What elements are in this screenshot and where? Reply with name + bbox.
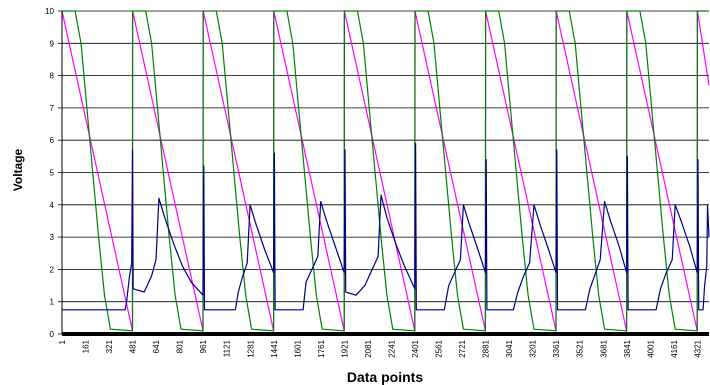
y-tick-label: 5 — [50, 169, 55, 178]
x-tick-label: 4001 — [646, 339, 655, 357]
y-tick-label: 3 — [50, 233, 55, 242]
y-tick-label: 8 — [50, 72, 55, 81]
x-tick-label: 3681 — [599, 339, 608, 357]
x-tick-label: 2721 — [458, 339, 467, 357]
x-tick-label: 1441 — [270, 339, 279, 357]
x-tick-label: 801 — [176, 339, 185, 353]
x-tick-label: 4161 — [670, 339, 679, 357]
y-tick-label: 2 — [50, 265, 55, 274]
x-tick-label: 1 — [58, 339, 67, 344]
x-tick-label: 4321 — [693, 339, 702, 357]
y-tick-label: 10 — [45, 7, 54, 16]
x-tick-label: 3361 — [552, 339, 561, 357]
x-tick-label: 1761 — [317, 339, 326, 357]
x-tick-label: 1601 — [293, 339, 302, 357]
y-tick-label: 4 — [50, 201, 55, 210]
y-axis-title: Voltage — [11, 148, 25, 191]
x-tick-label: 641 — [152, 339, 161, 353]
x-tick-label: 2241 — [388, 339, 397, 357]
x-tick-label: 321 — [105, 339, 114, 353]
y-tick-label: 9 — [50, 39, 55, 48]
y-tick-label: 1 — [50, 298, 55, 307]
series-line-2 — [62, 10, 709, 332]
x-tick-label: 3521 — [576, 339, 585, 357]
x-tick-label: 481 — [129, 339, 138, 353]
x-tick-label: 1121 — [223, 339, 232, 357]
x-tick-label: 3201 — [529, 339, 538, 357]
y-tick-labels: 0 1 2 3 4 5 6 7 8 9 10 — [45, 7, 54, 339]
x-tick-label: 2081 — [364, 339, 373, 357]
x-tick-label: 3841 — [623, 339, 632, 357]
series-line-3 — [62, 142, 710, 311]
y-tick-label: 7 — [50, 104, 55, 113]
x-tick-labels: 1 161 321 481 641 801 961 1121 1281 1441 1601 1761 1… — [58, 339, 702, 357]
gridlines — [58, 10, 709, 335]
x-tick-label: 2881 — [482, 339, 491, 357]
x-axis-title: Data points — [347, 369, 423, 385]
y-tick-label: 6 — [50, 136, 55, 145]
y-tick-label: 0 — [50, 330, 55, 339]
x-tick-label: 161 — [82, 339, 91, 353]
x-tick-label: 1921 — [340, 339, 349, 357]
x-tick-label: 3041 — [505, 339, 514, 357]
x-tick-label: 2401 — [411, 339, 420, 357]
axes — [61, 11, 709, 336]
series-lines — [61, 10, 710, 332]
x-tick-label: 2561 — [435, 339, 444, 357]
x-tick-label: 1281 — [246, 339, 255, 357]
x-tick-label: 961 — [199, 339, 208, 353]
